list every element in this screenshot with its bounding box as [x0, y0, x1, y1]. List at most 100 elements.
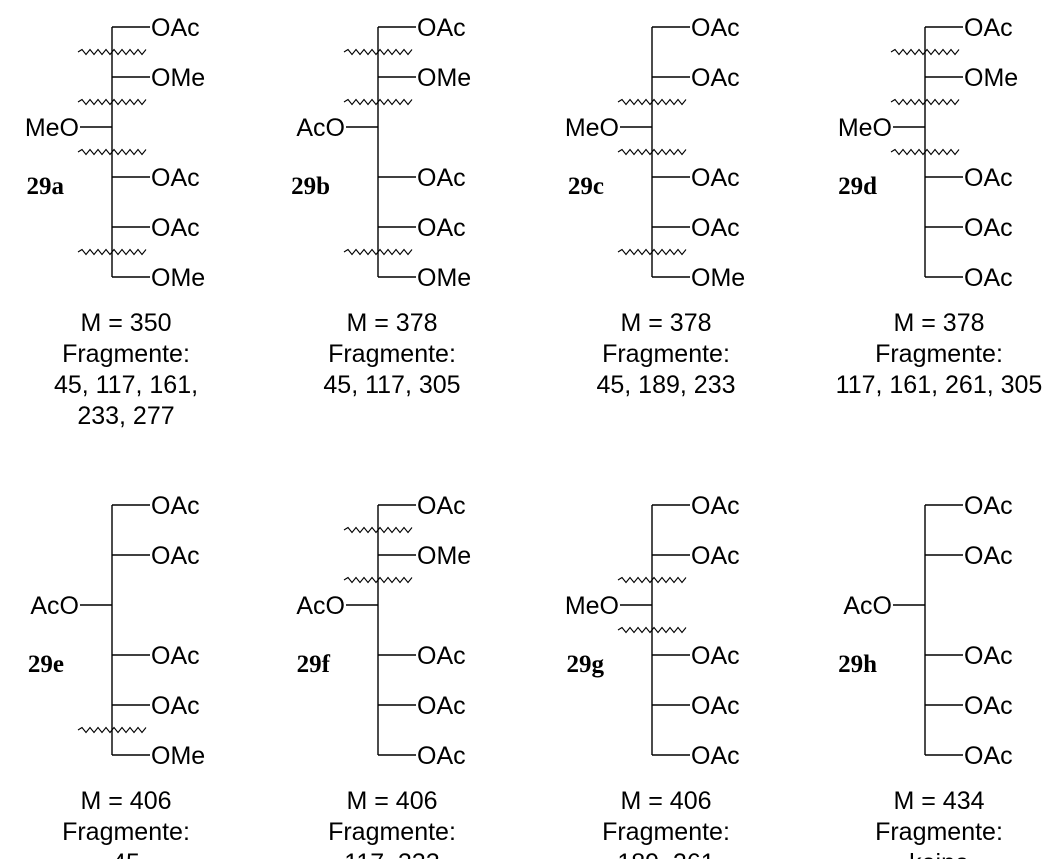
cleavage-mark	[890, 148, 960, 156]
left-substituent-label: AcO	[843, 592, 892, 620]
cleavage-mark	[617, 148, 687, 156]
substituent-label: OMe	[964, 64, 1018, 92]
fragments-title: Fragmente:	[328, 340, 456, 368]
cleavage-mark	[617, 576, 687, 584]
cleavage-mark	[343, 248, 413, 256]
cleavage-mark	[343, 98, 413, 106]
compound-29g: OAc OAc OAc OAc OAc MeO 29g M = 406 Fragmente: 18…	[565, 492, 740, 859]
substituent-label: OMe	[417, 264, 471, 292]
cleavage-mark	[77, 248, 147, 256]
substituent-label: OAc	[151, 542, 200, 570]
compound-29a: OAc OMe OAc OAc OMe MeO 29a M = 350 Fragmente: 45…	[25, 14, 205, 430]
left-substituent-label: MeO	[565, 592, 619, 620]
fragments-title: Fragmente:	[328, 818, 456, 846]
left-substituent-label: AcO	[296, 114, 345, 142]
cleavage-mark	[343, 48, 413, 56]
fragments-title: Fragmente:	[875, 340, 1003, 368]
substituent-label: OAc	[964, 14, 1013, 42]
mass-label: M = 378	[893, 309, 984, 337]
fragments-values: keine	[909, 849, 969, 859]
substituent-label: OAc	[691, 492, 740, 520]
fragments-values: 45, 189, 233	[596, 371, 735, 399]
fragments-values: 117, 333	[344, 849, 439, 859]
substituent-label: OAc	[151, 642, 200, 670]
substituent-label: OAc	[151, 492, 200, 520]
substituent-label: OAc	[964, 692, 1013, 720]
substituent-label: OAc	[151, 692, 200, 720]
substituent-label: OAc	[691, 642, 740, 670]
substituent-label: OAc	[417, 742, 466, 770]
substituent-label: OMe	[417, 64, 471, 92]
substituent-label: OMe	[417, 542, 471, 570]
substituent-label: OAc	[964, 742, 1013, 770]
substituent-label: OAc	[691, 742, 740, 770]
substituent-label: OAc	[964, 542, 1013, 570]
cleavage-mark	[77, 48, 147, 56]
fragments-values: 189, 261	[617, 849, 714, 859]
substituent-label: OAc	[417, 642, 466, 670]
substituent-label: OMe	[691, 264, 745, 292]
substituent-label: OAc	[417, 164, 466, 192]
compound-29d: OAc OMe OAc OAc OAc MeO 29d M = 378 Fragmente: 11…	[836, 14, 1043, 399]
compound-29b: OAc OMe OAc OAc OMe AcO 29b M = 378 Fragmente: 45…	[291, 14, 471, 399]
fragments-title: Fragmente:	[602, 818, 730, 846]
compound-29e: OAc OAc OAc OAc OMe AcO 29e M = 406 Fragmente: 45	[28, 492, 205, 859]
mass-label: M = 434	[893, 787, 984, 815]
compound-label: 29h	[838, 651, 877, 678]
fragments-values: 45	[112, 849, 140, 859]
mass-label: M = 406	[346, 787, 437, 815]
compound-label: 29d	[838, 173, 877, 200]
substituent-label: OAc	[151, 214, 200, 242]
substituent-label: OAc	[691, 64, 740, 92]
substituent-label: OAc	[964, 264, 1013, 292]
compound-label: 29g	[567, 651, 605, 678]
substituent-label: OAc	[691, 214, 740, 242]
cleavage-mark	[77, 726, 147, 734]
compound-label: 29c	[568, 173, 604, 200]
cleavage-mark	[617, 98, 687, 106]
mass-label: M = 350	[80, 309, 171, 337]
left-substituent-label: MeO	[25, 114, 79, 142]
cleavage-mark	[77, 98, 147, 106]
left-substituent-label: AcO	[30, 592, 79, 620]
cleavage-mark	[343, 576, 413, 584]
fragments-values: 45, 117, 305	[323, 371, 460, 399]
cleavage-mark	[343, 526, 413, 534]
fragments-title: Fragmente:	[602, 340, 730, 368]
compound-label: 29e	[28, 651, 64, 678]
substituent-label: OMe	[151, 64, 205, 92]
substituent-label: OAc	[691, 14, 740, 42]
left-substituent-label: MeO	[838, 114, 892, 142]
left-substituent-label: AcO	[296, 592, 345, 620]
compound-29h: OAc OAc OAc OAc OAc AcO 29h M = 434 Fragmente: ke…	[838, 492, 1013, 859]
compound-29c: OAc OAc OAc OAc OMe MeO 29c M = 378 Fragmente: 45…	[565, 14, 745, 399]
fragments-values: 117, 161, 261, 305	[836, 371, 1043, 399]
substituent-label: OAc	[151, 14, 200, 42]
substituent-label: OAc	[964, 492, 1013, 520]
substituent-label: OAc	[151, 164, 200, 192]
compound-29f: OAc OMe OAc OAc OAc AcO 29f M = 406 Fragmente: 11…	[296, 492, 471, 859]
cleavage-mark	[890, 48, 960, 56]
substituent-label: OAc	[417, 214, 466, 242]
compound-label: 29a	[27, 173, 65, 200]
substituent-label: OAc	[691, 692, 740, 720]
substituent-label: OAc	[691, 542, 740, 570]
mass-label: M = 406	[80, 787, 171, 815]
compound-label: 29b	[291, 173, 330, 200]
fragments-values: 233, 277	[77, 402, 174, 430]
mass-label: M = 406	[620, 787, 711, 815]
mass-label: M = 378	[620, 309, 711, 337]
fragments-title: Fragmente:	[62, 340, 190, 368]
cleavage-mark	[890, 98, 960, 106]
substituent-label: OAc	[417, 14, 466, 42]
cleavage-mark	[617, 626, 687, 634]
substituent-label: OAc	[964, 164, 1013, 192]
left-substituent-label: MeO	[565, 114, 619, 142]
compound-label: 29f	[297, 651, 331, 678]
substituent-label: OMe	[151, 264, 205, 292]
fragments-title: Fragmente:	[62, 818, 190, 846]
substituent-label: OAc	[964, 214, 1013, 242]
mass-label: M = 378	[346, 309, 437, 337]
cleavage-mark	[617, 248, 687, 256]
